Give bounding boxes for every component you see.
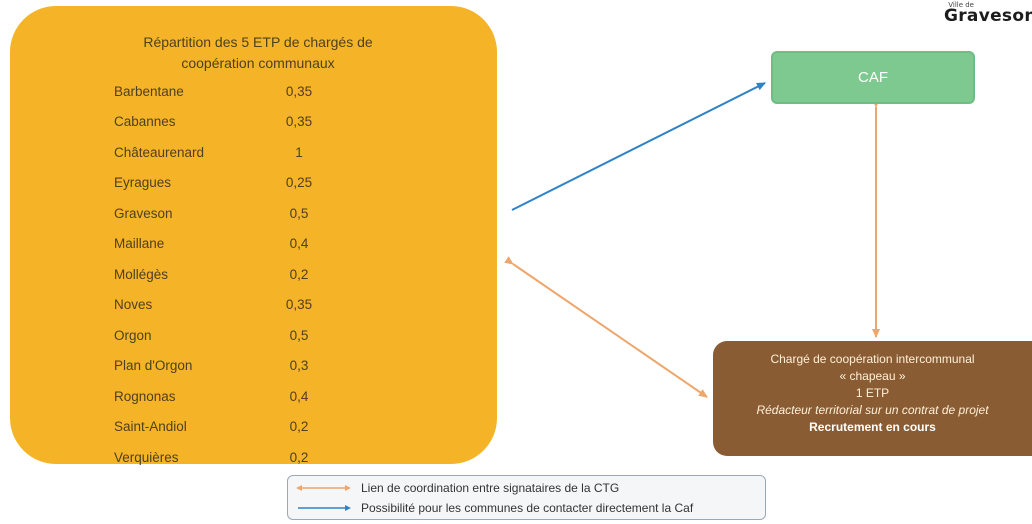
- etp-list: Barbentane 0,35 Cabannes 0,35 Châteaurenar…: [114, 76, 329, 473]
- logo-name: Graveson: [944, 6, 1032, 26]
- commune-name: Mollégès: [114, 266, 169, 282]
- etp-row: Rognonas 0,4: [114, 381, 329, 412]
- etp-value: 0,3: [289, 358, 309, 374]
- commune-name: Rognonas: [114, 388, 176, 404]
- etp-value: 0,4: [289, 236, 309, 252]
- commune-name: Saint-Andiol: [114, 419, 187, 435]
- commune-name: Graveson: [114, 205, 173, 221]
- etp-value: 0,2: [289, 449, 309, 465]
- orange-double-arrow-icon: [296, 485, 351, 491]
- etp-row: Noves 0,35: [114, 290, 329, 321]
- etp-distribution-box: Répartition des 5 ETP de chargés de coop…: [10, 6, 497, 465]
- etp-value: 0,35: [285, 114, 313, 130]
- commune-name: Barbentane: [114, 83, 184, 99]
- coordination-arrow-etp-charge: [504, 256, 708, 398]
- etp-value: 0,35: [285, 297, 313, 313]
- etp-value: 0,5: [289, 327, 309, 343]
- legend-item-direct-contact: Possibilité pour les communes de contact…: [288, 498, 693, 518]
- etp-row: Cabannes 0,35: [114, 107, 329, 138]
- commune-name: Eyragues: [114, 175, 172, 191]
- commune-name: Châteaurenard: [114, 144, 205, 160]
- etp-row: Barbentane 0,35: [114, 76, 329, 107]
- etp-value: 0,2: [289, 266, 309, 282]
- commune-name: Maillane: [114, 236, 165, 252]
- commune-name: Orgon: [114, 327, 152, 343]
- etp-row: Eyragues 0,25: [114, 168, 329, 199]
- legend-item-coordination: Lien de coordination entre signataires d…: [288, 478, 619, 498]
- charge-status: Recrutement en cours: [809, 420, 936, 434]
- etp-row: Plan d'Orgon 0,3: [114, 351, 329, 382]
- etp-row: Mollégès 0,2: [114, 259, 329, 290]
- charge-title: Chargé de coopération intercommunal: [770, 352, 975, 366]
- etp-value: 0,5: [289, 205, 309, 221]
- charge-contract: Rédacteur territorial sur un contrat de …: [756, 403, 989, 417]
- commune-name: Noves: [114, 297, 153, 313]
- etp-value: 0,2: [289, 419, 309, 435]
- etp-row: Châteaurenard 1: [114, 137, 329, 168]
- charge-subtitle: « chapeau »: [839, 369, 906, 383]
- etp-row: Maillane 0,4: [114, 229, 329, 260]
- etp-title-line2: coopération communaux: [181, 55, 335, 71]
- logo-ville-de: Ville de: [948, 1, 974, 9]
- commune-name: Plan d'Orgon: [114, 358, 193, 374]
- commune-name: Cabannes: [114, 114, 176, 130]
- legend: Lien de coordination entre signataires d…: [287, 475, 766, 520]
- commune-name: Verquières: [114, 449, 179, 465]
- caf-label: CAF: [858, 69, 888, 86]
- etp-row: Graveson 0,5: [114, 198, 329, 229]
- direct-contact-arrow: [511, 82, 766, 211]
- blue-arrow-icon: [298, 505, 351, 511]
- graveson-logo: Ville de Graveson: [942, 0, 1032, 36]
- etp-value: 0,25: [285, 175, 313, 191]
- legend-coordination-label: Lien de coordination entre signataires d…: [361, 481, 620, 495]
- etp-title: Répartition des 5 ETP de chargés de coop…: [10, 32, 506, 74]
- etp-value: 0,35: [285, 83, 313, 99]
- caf-box: CAF: [771, 51, 975, 104]
- intercommunal-charge-box: Chargé de coopération intercommunal « ch…: [713, 341, 1032, 456]
- etp-row: Orgon 0,5: [114, 320, 329, 351]
- legend-direct-contact-label: Possibilité pour les communes de contact…: [361, 501, 694, 515]
- etp-title-line1: Répartition des 5 ETP de chargés de: [143, 34, 373, 50]
- etp-row: Verquières 0,2: [114, 442, 329, 473]
- charge-etp: 1 ETP: [855, 386, 890, 400]
- etp-value: 0,4: [289, 388, 309, 404]
- etp-row: Saint-Andiol 0,2: [114, 412, 329, 443]
- etp-value: 1: [295, 144, 303, 160]
